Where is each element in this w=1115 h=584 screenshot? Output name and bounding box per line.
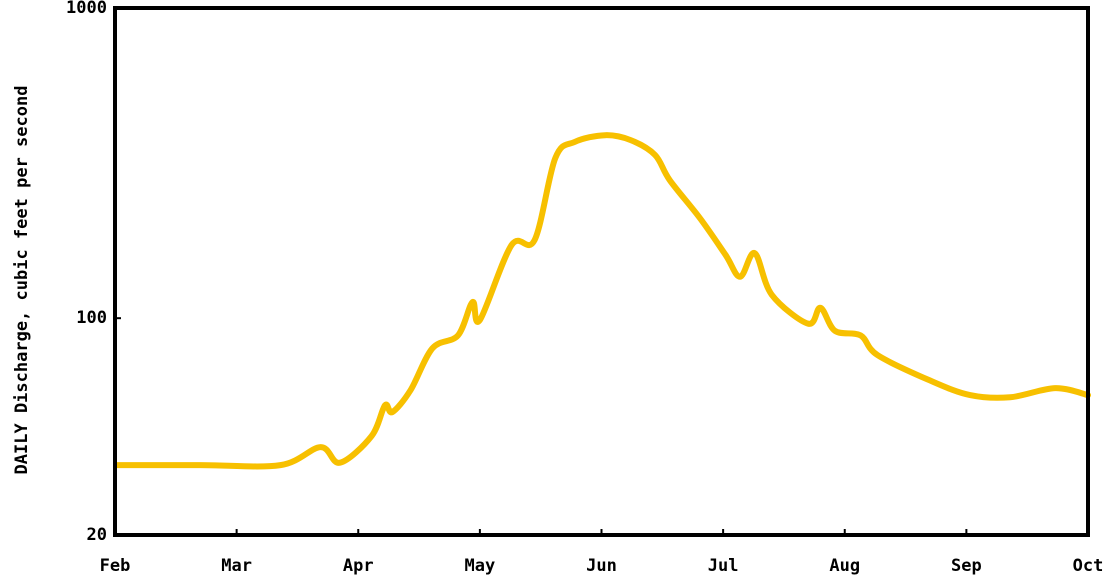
x-tick-label: Sep xyxy=(951,556,982,576)
x-tick-label: May xyxy=(465,556,496,576)
x-tick-label: Apr xyxy=(343,556,374,576)
x-tick-label: Jun xyxy=(586,556,617,576)
y-tick-label: 20 xyxy=(87,525,107,545)
data-line xyxy=(114,132,1091,470)
x-tick-label: Aug xyxy=(829,556,860,576)
y-tick-label: 1000 xyxy=(66,0,107,18)
x-tick-label: Mar xyxy=(221,556,252,576)
x-tick-label: Feb xyxy=(100,556,131,576)
x-tick-label: Oct xyxy=(1073,556,1104,576)
plot-frame xyxy=(113,6,1090,537)
y-axis-label: DAILY Discharge, cubic feet per second xyxy=(12,86,32,475)
x-tick-label: Jul xyxy=(708,556,739,576)
y-tick-label: 100 xyxy=(76,308,107,328)
